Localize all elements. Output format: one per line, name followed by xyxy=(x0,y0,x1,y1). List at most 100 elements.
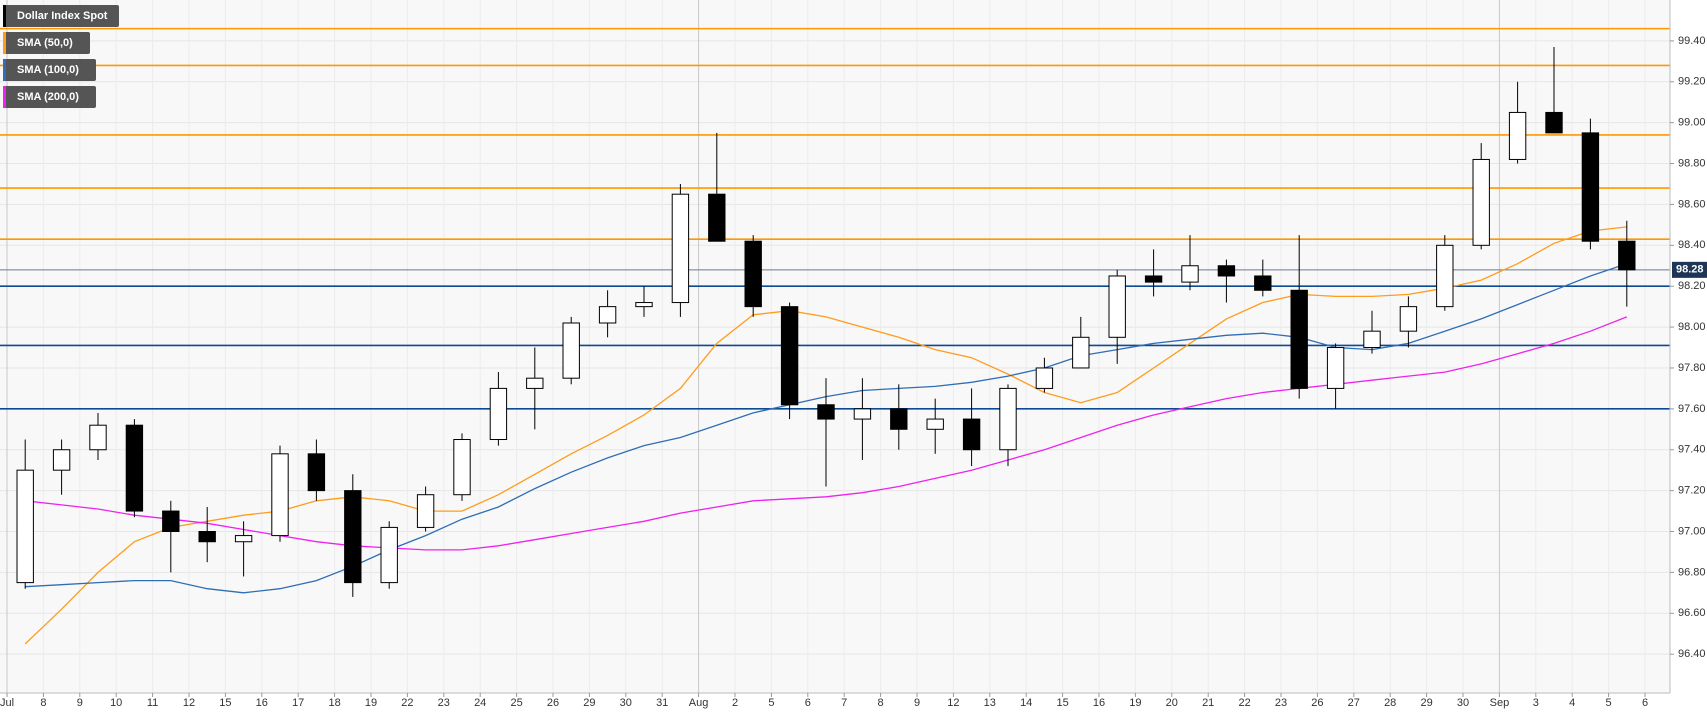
y-tick-label: 99.40 xyxy=(1678,35,1706,47)
x-tick-label: 21 xyxy=(1202,697,1214,709)
legend-item[interactable]: Dollar Index Spot xyxy=(3,5,119,27)
legend-item[interactable]: SMA (200,0) xyxy=(3,86,96,108)
plot-area xyxy=(0,0,1670,693)
candle-body xyxy=(1108,275,1126,338)
candle-body xyxy=(635,302,653,308)
candle-body xyxy=(453,439,471,496)
candle-body xyxy=(307,453,326,492)
x-tick-label: 5 xyxy=(768,697,774,709)
x-tick-label: 9 xyxy=(914,697,920,709)
x-tick-label: 13 xyxy=(984,697,996,709)
legend-box xyxy=(3,86,96,108)
x-tick-label: 23 xyxy=(438,697,450,709)
y-tick-label: 98.40 xyxy=(1678,239,1706,251)
x-tick-label: 19 xyxy=(365,697,377,709)
x-tick-label: 22 xyxy=(1238,697,1250,709)
x-tick-label: 3 xyxy=(1533,697,1539,709)
y-tick-label: 96.60 xyxy=(1678,607,1706,619)
candle-body xyxy=(708,193,726,242)
legend-swatch xyxy=(3,86,6,108)
candle-body xyxy=(1326,347,1345,389)
x-tick-label: Aug xyxy=(689,697,709,709)
candle-body xyxy=(1581,132,1600,242)
x-tick-label: 15 xyxy=(219,697,231,709)
legend-label: SMA (50,0) xyxy=(17,37,73,49)
candle-body xyxy=(780,306,799,406)
legend-swatch xyxy=(3,5,6,27)
candle-body xyxy=(125,424,144,512)
y-tick-label: 97.60 xyxy=(1678,403,1706,415)
x-tick-label: 4 xyxy=(1569,697,1575,709)
legend: Dollar Index Spot SMA (50,0) SMA (100,0)… xyxy=(3,5,119,108)
legend-item[interactable]: SMA (50,0) xyxy=(3,32,90,54)
x-tick-label: 16 xyxy=(256,697,268,709)
candle-body xyxy=(817,404,835,420)
candle-body xyxy=(671,193,690,304)
candle-body xyxy=(999,387,1017,451)
sma-line xyxy=(25,316,1628,551)
candle-body xyxy=(853,408,872,420)
legend-box xyxy=(3,32,90,54)
candle-body xyxy=(962,418,981,451)
x-tick-label: 22 xyxy=(401,697,413,709)
x-tick-label: 10 xyxy=(110,697,122,709)
legend-label: Dollar Index Spot xyxy=(17,10,108,22)
candle-body xyxy=(1254,275,1272,291)
x-tick-label: 9 xyxy=(77,697,83,709)
last-price-box xyxy=(1672,261,1707,278)
candle-body xyxy=(380,526,398,584)
candle-body xyxy=(416,494,435,528)
candle-body xyxy=(744,240,762,308)
x-tick-label: 7 xyxy=(841,697,847,709)
legend-item[interactable]: SMA (100,0) xyxy=(3,59,96,81)
x-tick-label: 31 xyxy=(656,697,668,709)
x-tick-label: 18 xyxy=(328,697,340,709)
x-tick-label: 11 xyxy=(147,697,158,709)
y-tick-label: 98.80 xyxy=(1678,157,1706,169)
candle-body xyxy=(1436,244,1454,308)
candle-body xyxy=(52,449,71,471)
candle-body xyxy=(234,535,253,543)
x-tick-label: 8 xyxy=(40,697,46,709)
x-tick-label: 8 xyxy=(878,697,884,709)
legend-swatch xyxy=(3,32,6,54)
y-tick-label: 97.40 xyxy=(1678,444,1706,456)
x-tick-label: 28 xyxy=(1384,697,1396,709)
x-tick-label: 12 xyxy=(947,697,959,709)
candle-body xyxy=(1363,330,1381,349)
candle-body xyxy=(526,377,544,389)
candle-body xyxy=(1144,275,1163,283)
plot xyxy=(0,27,1670,645)
legend-box xyxy=(3,5,119,27)
x-tick-label: 30 xyxy=(1457,697,1469,709)
x-tick-label: 12 xyxy=(183,697,195,709)
y-tick-label: 97.00 xyxy=(1678,525,1706,537)
x-tick-label: 16 xyxy=(1093,697,1105,709)
x-tick-label: 2 xyxy=(732,697,738,709)
x-tick-label: 29 xyxy=(583,697,595,709)
x-tick-label: 25 xyxy=(510,697,522,709)
legend-box xyxy=(3,59,96,81)
y-tick-label: 99.00 xyxy=(1678,117,1706,129)
candle-body xyxy=(1217,265,1236,277)
candle-body xyxy=(16,469,34,584)
x-tick-label: 17 xyxy=(292,697,304,709)
x-tick-label: Jul xyxy=(0,697,14,709)
candle-body xyxy=(1072,336,1090,369)
candle-body xyxy=(598,306,617,324)
y-tick-label: 98.60 xyxy=(1678,198,1706,210)
x-tick-label: 15 xyxy=(1056,697,1068,709)
candle-body xyxy=(890,408,908,430)
candle-body xyxy=(562,322,580,379)
x-tick-label: 19 xyxy=(1129,697,1141,709)
y-tick-label: 96.80 xyxy=(1678,566,1706,578)
x-tick-label: 30 xyxy=(620,697,632,709)
candle-body xyxy=(271,453,289,537)
legend-swatch xyxy=(3,59,6,81)
candle-body xyxy=(89,424,107,451)
x-tick-label: 14 xyxy=(1020,697,1032,709)
candle-body xyxy=(198,531,216,543)
x-tick-label: 27 xyxy=(1348,697,1360,709)
